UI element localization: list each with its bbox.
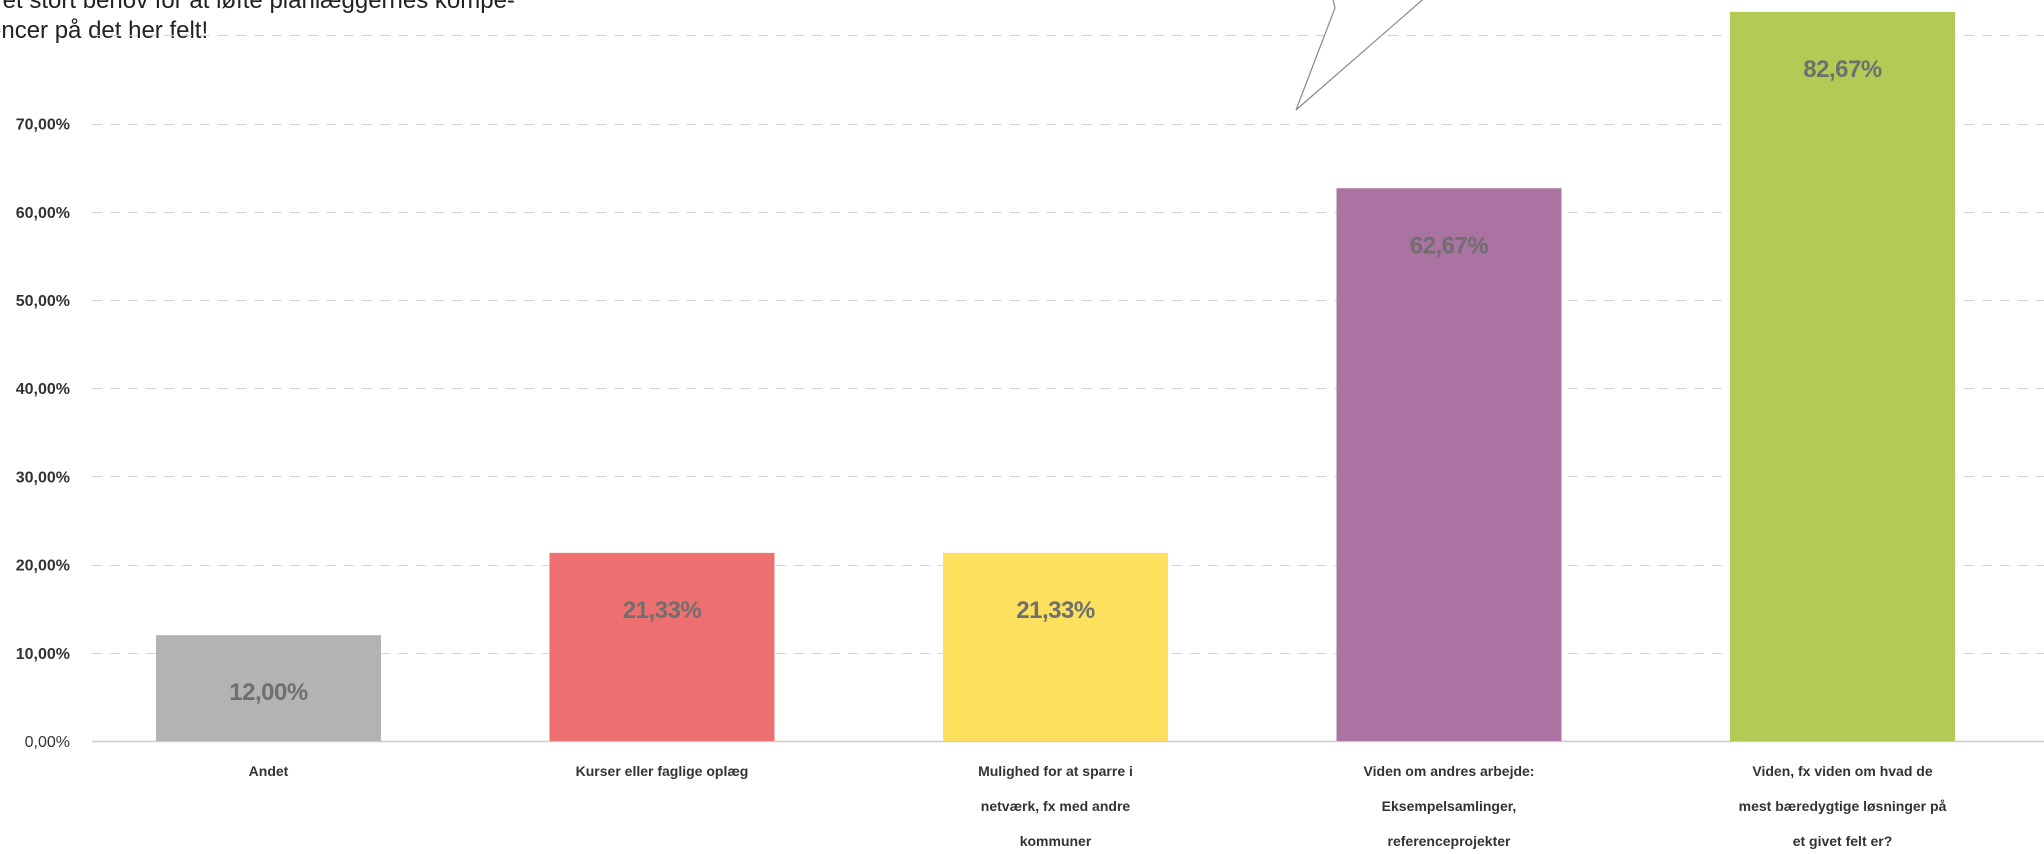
- category-label: kommuner: [1020, 833, 1092, 849]
- data-label: 21,33%: [1016, 597, 1095, 624]
- gridlines: [92, 35, 2044, 743]
- category-label: Mulighed for at sparre i: [978, 763, 1133, 779]
- y-tick-label: 50,00%: [16, 293, 70, 310]
- category-label: mest bæredygtige løsninger på: [1739, 798, 1947, 814]
- bar: [1730, 11, 1955, 742]
- y-tick-label: 30,00%: [16, 469, 70, 486]
- bar: [943, 552, 1168, 741]
- category-label: Eksempelsamlinger,: [1382, 798, 1517, 814]
- data-labels: 12,00% 21,33% 21,33% 62,67% 82,67%: [229, 56, 1882, 706]
- category-label: Viden, fx viden om hvad de: [1752, 763, 1932, 779]
- bar: [549, 552, 775, 741]
- category-labels: Andet Kurser eller faglige oplæg Mulighed …: [249, 763, 1947, 849]
- data-label: 62,67%: [1410, 232, 1489, 259]
- bars: [156, 11, 1955, 742]
- data-label: 82,67%: [1803, 56, 1882, 83]
- data-label: 12,00%: [229, 679, 308, 706]
- category-label: Andet: [249, 763, 289, 779]
- bar: [156, 635, 381, 741]
- category-label: Viden om andres arbejde:: [1364, 763, 1535, 779]
- y-tick-label: 70,00%: [16, 117, 70, 134]
- category-label: Kurser eller faglige oplæg: [576, 763, 749, 779]
- y-axis-ticks: 0,00% 10,00% 20,00% 30,00% 40,00% 50,00% 60,00…: [16, 117, 70, 751]
- y-tick-label: 60,00%: [16, 205, 70, 222]
- annotation-text: r et stort behov for at løfte planlægger…: [0, 0, 648, 46]
- y-tick-label: 40,00%: [16, 381, 70, 398]
- speech-callout-pointer: [1295, 0, 1424, 111]
- y-tick-label: 20,00%: [16, 558, 70, 575]
- annotation-line-1: r et stort behov for at løfte planlægger…: [0, 0, 515, 14]
- annotation-line-2: encer på det her felt!: [0, 17, 209, 44]
- bar: [1336, 188, 1562, 741]
- category-label: et givet felt er?: [1793, 833, 1893, 849]
- y-tick-label: 0,00%: [25, 734, 70, 751]
- data-label: 21,33%: [623, 597, 702, 624]
- category-label: netværk, fx med andre: [981, 798, 1131, 814]
- y-tick-label: 10,00%: [16, 646, 70, 663]
- category-label: referenceprojekter: [1388, 833, 1512, 849]
